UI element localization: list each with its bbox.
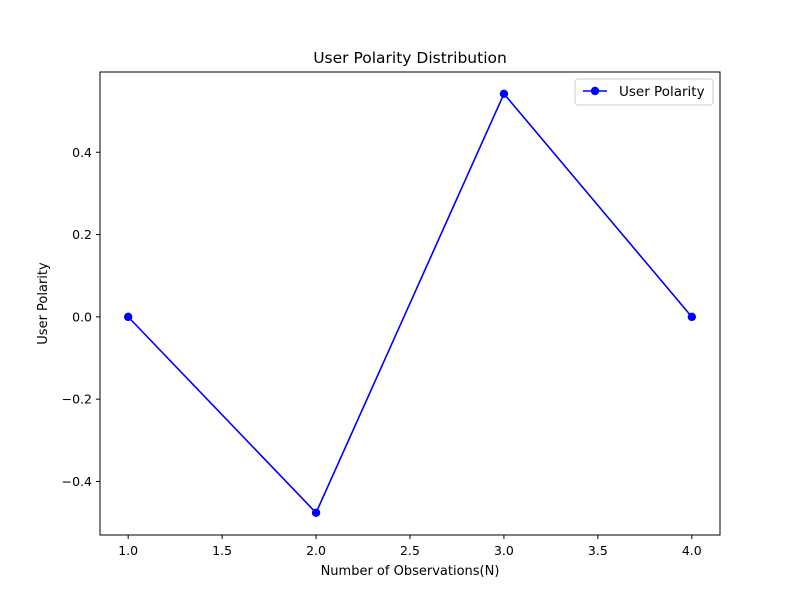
legend: User Polarity bbox=[574, 78, 714, 106]
data-point bbox=[499, 89, 509, 99]
x-tick-label: 2.5 bbox=[400, 543, 420, 558]
x-tick-label: 3.0 bbox=[494, 543, 514, 558]
y-axis-label: User Polarity bbox=[36, 262, 51, 345]
y-tick-label: 0.4 bbox=[72, 145, 92, 160]
chart-title: User Polarity Distribution bbox=[313, 49, 507, 67]
y-tick-label: 0.2 bbox=[72, 227, 92, 242]
y-tick-label: −0.2 bbox=[62, 392, 92, 407]
x-tick-label: 2.0 bbox=[306, 543, 326, 558]
x-axis-label: Number of Observations(N) bbox=[321, 564, 500, 579]
x-axis-ticks: 1.0 1.5 2.0 2.5 3.0 3.5 4.0 bbox=[118, 535, 702, 558]
y-tick-label: 0.0 bbox=[72, 309, 92, 324]
y-axis-ticks: −0.4 −0.2 0.0 0.2 0.4 bbox=[62, 145, 100, 489]
data-point bbox=[123, 312, 133, 322]
legend-box bbox=[574, 78, 714, 106]
x-tick-label: 1.5 bbox=[212, 543, 232, 558]
data-point bbox=[687, 312, 697, 322]
x-tick-label: 1.0 bbox=[118, 543, 138, 558]
y-tick-label: −0.4 bbox=[62, 474, 92, 489]
series-line bbox=[127, 93, 693, 514]
legend-marker-swatch bbox=[590, 86, 600, 96]
plot-frame bbox=[99, 71, 721, 536]
x-tick-label: 3.5 bbox=[588, 543, 608, 558]
data-point bbox=[311, 508, 321, 517]
legend-label: User Polarity bbox=[619, 84, 705, 100]
x-tick-label: 4.0 bbox=[682, 543, 702, 558]
plot-series bbox=[123, 89, 697, 517]
